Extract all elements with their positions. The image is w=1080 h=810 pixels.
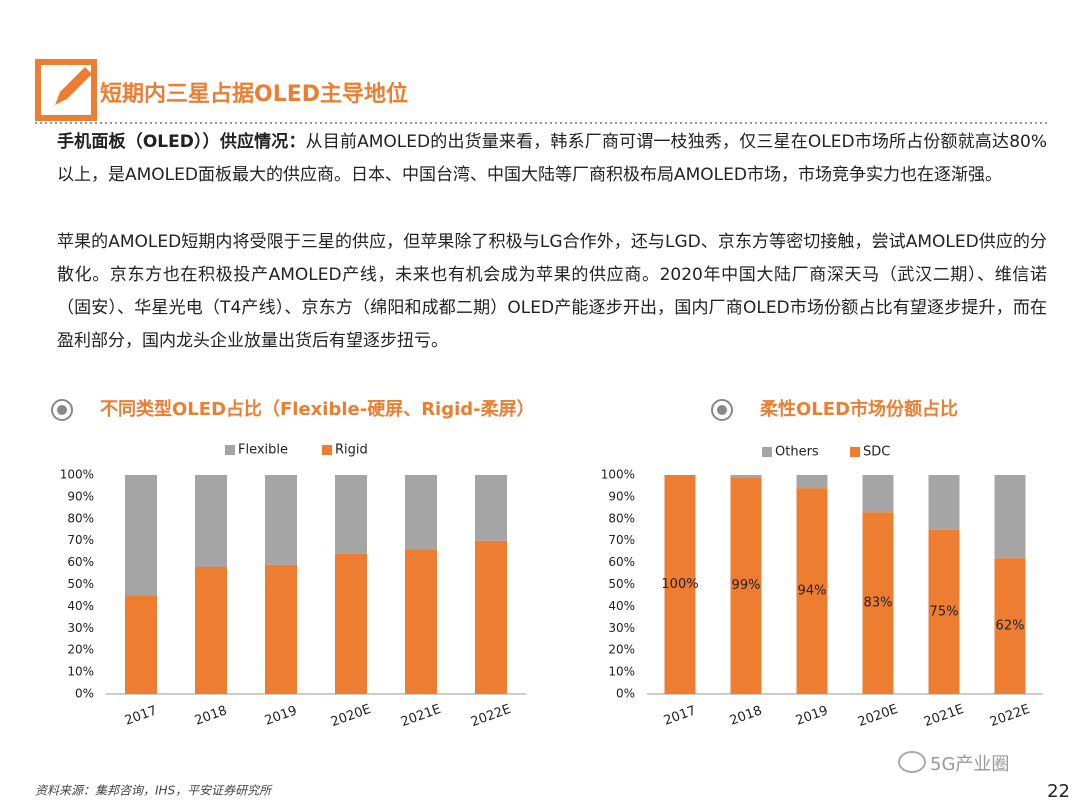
x-tick-label: 2021E [922, 702, 966, 730]
data-label: 99% [732, 578, 761, 593]
data-label: 75% [930, 604, 959, 619]
y-tick-label: 30% [67, 621, 94, 635]
legend-swatch [225, 445, 235, 455]
bar [862, 475, 894, 513]
header-icon [35, 59, 97, 121]
watermark: 5G产业圈 [930, 754, 1009, 775]
chart-title: 不同类型OLED占比（Flexible-硬屏、Rigid-柔屏） [100, 398, 535, 420]
bar [475, 540, 507, 694]
x-tick-label: 2018 [193, 703, 229, 728]
x-tick-label: 2022E [988, 702, 1032, 730]
x-tick-label: 2021E [399, 702, 443, 730]
legend-swatch [850, 447, 860, 457]
bar [335, 475, 367, 554]
y-tick-label: 80% [608, 511, 635, 525]
data-label: 83% [864, 596, 893, 611]
y-tick-label: 40% [608, 599, 635, 613]
bar [796, 488, 828, 694]
bar [335, 553, 367, 694]
y-tick-label: 90% [67, 489, 94, 503]
x-tick-label: 2019 [263, 703, 299, 728]
x-tick-label: 2019 [794, 703, 830, 728]
bar [195, 475, 227, 567]
page-number: 22 [1047, 781, 1070, 802]
bar [475, 475, 507, 541]
paragraph: 苹果的AMOLED短期内将受限于三星的供应，但苹果除了积极与LG合作外，还与LG… [57, 226, 1047, 358]
bar [664, 475, 696, 694]
bar [195, 566, 227, 694]
y-tick-label: 100% [60, 468, 94, 482]
y-tick-label: 70% [67, 533, 94, 547]
paragraph-text: 苹果的AMOLED短期内将受限于三星的供应，但苹果除了积极与LG合作外，还与LG… [57, 232, 1047, 351]
bar [994, 558, 1026, 694]
y-tick-label: 80% [67, 511, 94, 525]
bullet-icon [717, 405, 727, 415]
bar [862, 512, 894, 694]
legend-label: Others [775, 445, 819, 460]
pencil-icon [55, 67, 92, 105]
legend-label: Flexible [238, 443, 288, 458]
x-tick-label: 2022E [469, 702, 513, 730]
bar [730, 475, 762, 478]
bar [796, 475, 828, 489]
y-tick-label: 100% [601, 468, 635, 482]
y-tick-label: 60% [608, 555, 635, 569]
bar [730, 477, 762, 694]
y-tick-label: 10% [67, 665, 94, 679]
x-tick-label: 2017 [662, 703, 698, 728]
y-tick-label: 0% [75, 687, 94, 701]
bar [928, 529, 960, 694]
bullet-icon [57, 405, 67, 415]
bar [125, 475, 157, 596]
paragraph-lead: 手机面板（OLED））供应情况： [57, 132, 306, 152]
y-tick-label: 70% [608, 533, 635, 547]
source-note: 资料来源：集邦咨询，IHS，平安证券研究所 [35, 784, 273, 798]
y-tick-label: 30% [608, 621, 635, 635]
x-tick-label: 2020E [329, 702, 373, 730]
y-tick-label: 0% [616, 687, 635, 701]
slide-title: 短期内三星占据OLED主导地位 [100, 81, 408, 107]
bullet-icon [711, 399, 733, 421]
paragraph: 手机面板（OLED））供应情况：从目前AMOLED的出货量来看，韩系厂商可谓一枝… [57, 126, 1047, 192]
bar [405, 475, 437, 550]
y-tick-label: 40% [67, 599, 94, 613]
legend-label: SDC [863, 445, 890, 460]
y-tick-label: 50% [67, 577, 94, 591]
paragraph-text: 从目前AMOLED的出货量来看，韩系厂商可谓一枝独秀，仅三星在OLED市场所占份… [57, 132, 1047, 185]
x-tick-label: 2017 [123, 703, 159, 728]
y-tick-label: 20% [67, 643, 94, 657]
watermark-icon [898, 751, 926, 773]
data-label: 94% [798, 584, 827, 599]
legend-label: Rigid [335, 443, 368, 458]
data-label: 62% [996, 619, 1025, 634]
x-tick-label: 2018 [728, 703, 764, 728]
bar [928, 475, 960, 530]
y-tick-label: 50% [608, 577, 635, 591]
y-tick-label: 10% [608, 665, 635, 679]
bullet-icon [51, 399, 73, 421]
bar [125, 595, 157, 694]
legend-swatch [762, 447, 772, 457]
y-tick-label: 90% [608, 489, 635, 503]
legend-swatch [322, 445, 332, 455]
bar [405, 549, 437, 694]
x-tick-label: 2020E [856, 702, 900, 730]
bar [265, 564, 297, 694]
data-label: 100% [661, 577, 698, 592]
y-tick-label: 20% [608, 643, 635, 657]
bar [265, 475, 297, 565]
bar [994, 475, 1026, 559]
chart-title: 柔性OLED市场份额占比 [760, 398, 958, 420]
y-tick-label: 60% [67, 555, 94, 569]
